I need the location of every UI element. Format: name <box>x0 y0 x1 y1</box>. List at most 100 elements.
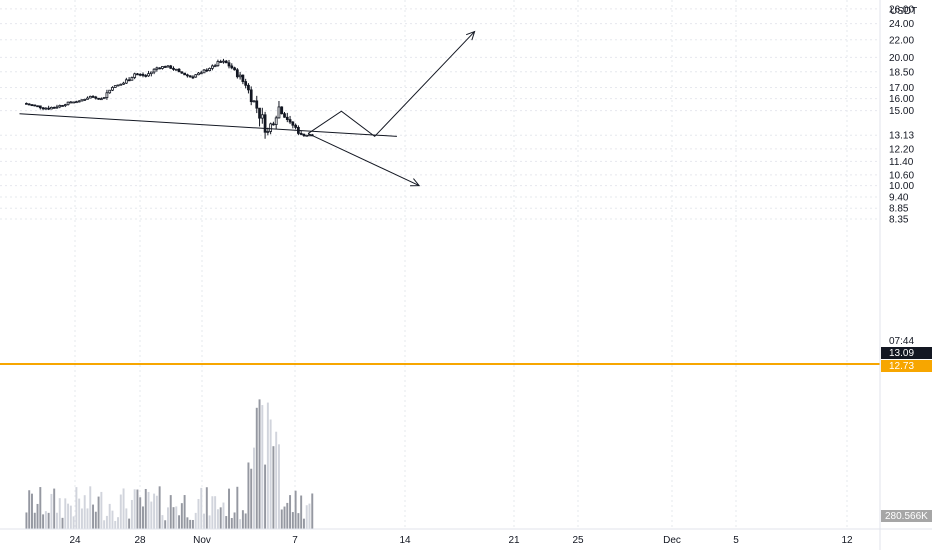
volume-bar <box>69 505 72 529</box>
projection-up-drawing[interactable] <box>307 31 475 138</box>
trendline-drawing[interactable] <box>19 113 397 137</box>
volume-bar <box>178 515 181 529</box>
candle-body <box>155 67 159 70</box>
volume-bar <box>122 488 125 529</box>
volume-bar <box>47 512 50 529</box>
candle-body <box>33 104 37 107</box>
volume-bar <box>308 503 311 529</box>
volume-bar <box>255 407 258 529</box>
candle-body <box>97 97 100 100</box>
candle-body <box>80 99 84 102</box>
volume-bar <box>158 486 161 529</box>
countdown-timer: 07:44 <box>889 336 914 347</box>
candle-body <box>75 101 78 104</box>
volume-value: 280.566K <box>885 511 928 522</box>
date-tick-label: 12 <box>841 535 853 546</box>
candle-body <box>274 117 278 125</box>
candle-body <box>119 83 123 86</box>
date-tick-label: 24 <box>69 535 81 546</box>
grid <box>0 0 880 529</box>
volume-bar <box>33 512 36 529</box>
volume-bar <box>230 517 233 529</box>
price-tick-label: 9.40 <box>889 193 909 204</box>
volume-bar <box>214 496 217 529</box>
volume-bar <box>272 446 275 529</box>
price-axis[interactable]: 30.0028.0026.0024.0022.0020.0018.5017.00… <box>889 0 914 225</box>
candle-body <box>152 68 156 73</box>
candle-body <box>285 116 289 120</box>
price-tick-label: 22.00 <box>889 35 914 46</box>
volume-bar <box>155 495 158 529</box>
candle-body <box>144 75 148 77</box>
candle-body <box>233 67 236 71</box>
candle-body <box>91 95 95 98</box>
candle-body <box>258 107 261 119</box>
volume-bar <box>275 431 278 529</box>
volume-bar <box>72 516 75 529</box>
projection-down-drawing[interactable] <box>307 133 420 187</box>
price-tick-label: 10.60 <box>889 170 914 181</box>
volume-bar <box>200 487 203 529</box>
candle-body <box>88 95 92 99</box>
candle-body <box>44 107 48 110</box>
candle-body <box>122 82 125 85</box>
candle-body <box>86 97 89 100</box>
volume-bar <box>241 510 244 529</box>
volume-bar <box>161 515 164 529</box>
candle-body <box>216 61 220 67</box>
candle-body <box>55 106 59 109</box>
candle-body <box>41 107 45 110</box>
volume-bar <box>147 491 150 529</box>
volume-bar <box>28 490 31 529</box>
volume-bar <box>117 517 119 529</box>
volume-bar <box>125 508 128 529</box>
candle-body <box>272 123 275 126</box>
volume-bar <box>136 489 139 529</box>
candle-body <box>72 101 75 104</box>
date-tick-label: Nov <box>193 535 211 546</box>
volume-bar <box>233 512 236 529</box>
candle-body <box>227 62 231 67</box>
volume-bar <box>302 518 305 529</box>
price-tick-label: 28.00 <box>889 0 914 2</box>
volume-bar <box>100 491 103 529</box>
volume-bar <box>247 462 250 529</box>
candle-body <box>127 79 131 82</box>
candle-body <box>255 100 259 109</box>
volume-bar <box>280 509 283 529</box>
candle-body <box>105 92 109 98</box>
level-price-badge <box>881 360 932 372</box>
candle-body <box>124 79 128 84</box>
candle-body <box>269 123 273 132</box>
volume-badge <box>881 510 932 522</box>
volume-bar <box>94 511 97 529</box>
candle-body <box>149 71 153 75</box>
candle-body <box>199 72 203 75</box>
volume-bar <box>244 513 247 529</box>
volume-bar <box>194 512 197 529</box>
volume-bar <box>180 503 183 529</box>
candle-body <box>66 101 70 106</box>
volume-bar <box>55 512 58 529</box>
volume-bar <box>75 487 78 529</box>
candle-body <box>102 97 106 100</box>
volume-bar <box>261 405 264 529</box>
time-axis[interactable]: 24 28 Nov 7 14 21 25 Dec 5 12 <box>69 535 853 546</box>
price-tick-label: 12.20 <box>889 144 914 155</box>
volume-bar <box>197 499 200 529</box>
volume-bar <box>80 508 83 529</box>
candle-body <box>99 98 103 101</box>
volume-bar <box>305 505 308 529</box>
candle-body <box>299 133 303 135</box>
candle-body <box>244 81 248 86</box>
candle-body <box>202 69 206 74</box>
last-price-badge <box>881 347 932 359</box>
volume-bar <box>208 515 211 529</box>
candle-body <box>266 131 270 133</box>
candles <box>25 58 314 139</box>
volume-bar <box>191 519 194 529</box>
candle-body <box>113 85 117 88</box>
